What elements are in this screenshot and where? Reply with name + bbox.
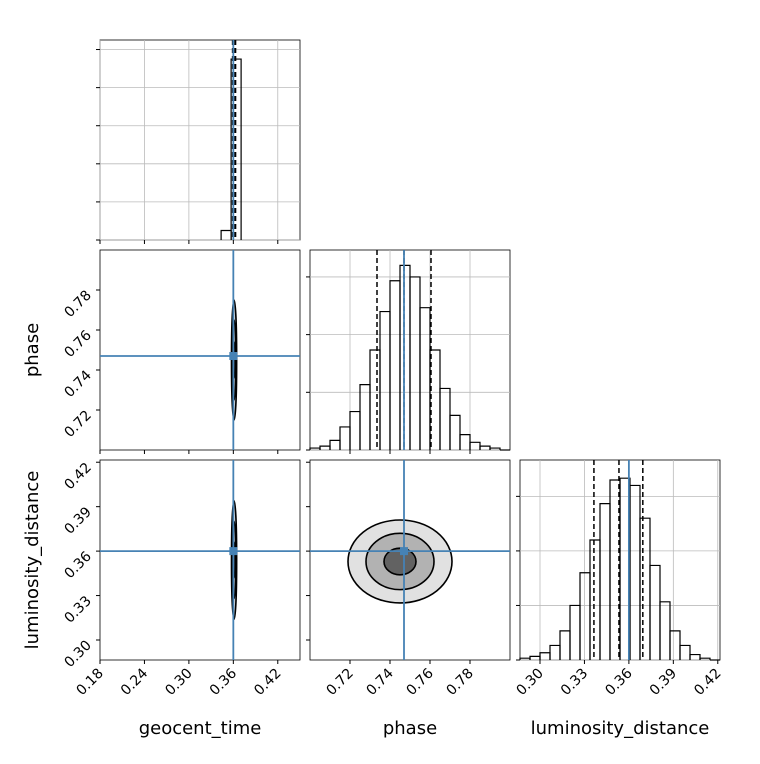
x-tick-label: 0.72 (323, 666, 356, 699)
y-tick-label: 0.78 (61, 288, 94, 321)
y-tick-label: 0.36 (61, 549, 94, 582)
hist-bar (699, 657, 711, 660)
hist-bar (449, 414, 461, 450)
x-tick-label: 0.18 (73, 666, 106, 699)
y-axis-label: phase (22, 323, 43, 377)
x-tick-label: 0.30 (162, 666, 195, 699)
x-tick-label: 0.76 (403, 665, 436, 698)
panel-clip (347, 519, 453, 604)
x-tick-label: 0.30 (513, 666, 546, 699)
x-axis-label: geocent_time (139, 718, 262, 739)
y-tick-label: 0.30 (61, 638, 94, 671)
truth-marker (400, 547, 408, 556)
x-tick-label: 0.42 (691, 666, 724, 699)
y-tick-label: 0.33 (61, 593, 94, 626)
y-tick-label: 0.76 (61, 327, 94, 360)
hist-bar (679, 644, 691, 660)
truth-marker (229, 547, 238, 556)
x-tick-label: 0.78 (443, 666, 476, 699)
hist-bar (489, 447, 501, 450)
y-tick-label: 0.72 (61, 408, 94, 441)
x-axis-label: luminosity_distance (531, 718, 710, 739)
x-tick-label: 0.36 (602, 665, 635, 698)
y-axis-label: luminosity_distance (22, 471, 43, 650)
panel-frame (99, 249, 301, 451)
truth-marker (229, 352, 238, 360)
x-tick-label: 0.39 (647, 666, 680, 699)
x-axis-label: phase (383, 718, 437, 739)
x-tick-label: 0.74 (363, 665, 396, 698)
y-tick-label: 0.74 (61, 367, 94, 400)
x-tick-label: 0.42 (251, 666, 284, 699)
panel-frame (99, 39, 301, 241)
y-tick-label: 0.39 (61, 504, 94, 537)
x-tick-label: 0.24 (118, 665, 151, 698)
x-tick-label: 0.33 (558, 666, 591, 699)
panel-frame (99, 459, 301, 661)
x-tick-label: 0.36 (207, 665, 240, 698)
y-tick-label: 0.42 (61, 460, 94, 493)
hist-bar (689, 653, 701, 660)
